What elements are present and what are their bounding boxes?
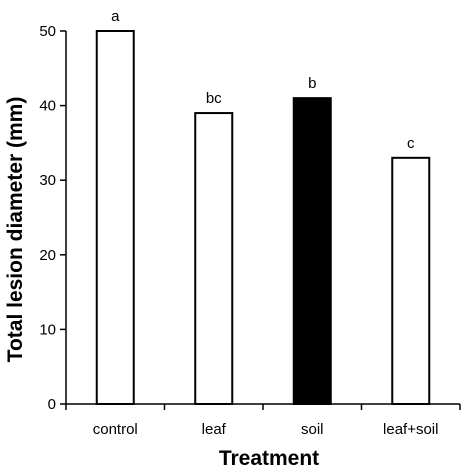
y-tick-label: 0 [48,396,56,413]
bars [95,30,431,405]
significance-label: b [308,75,316,92]
labels: control a leaf bc soil b leaf+soil c [93,8,439,438]
y-tick-label: 10 [39,321,56,338]
y-tick-label: 40 [39,98,56,115]
y-tick-label: 50 [39,23,56,40]
x-category-label: control [93,421,138,438]
y-tick-label: 30 [39,172,56,189]
significance-label: bc [206,90,222,107]
y-axis-ticks: 0 10 20 30 40 50 [39,23,66,413]
bar-leaf-soil [391,156,431,405]
significance-label: a [111,8,120,25]
x-category-label: leaf [202,421,227,438]
x-axis-title: Treatment [219,447,319,470]
x-category-label: soil [301,421,324,438]
x-category-label: leaf+soil [383,421,438,438]
bar-control [95,30,135,405]
significance-label: c [407,135,415,152]
y-tick-label: 20 [39,247,56,264]
bar-soil [292,97,332,405]
x-axis-ticks [65,404,461,410]
bar-leaf [194,112,234,405]
y-axis-title: Total lesion diameter (mm) [4,97,27,363]
